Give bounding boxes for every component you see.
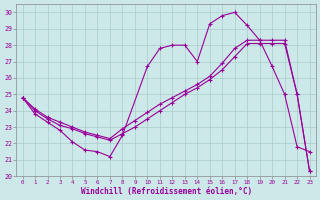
X-axis label: Windchill (Refroidissement éolien,°C): Windchill (Refroidissement éolien,°C)	[81, 187, 252, 196]
